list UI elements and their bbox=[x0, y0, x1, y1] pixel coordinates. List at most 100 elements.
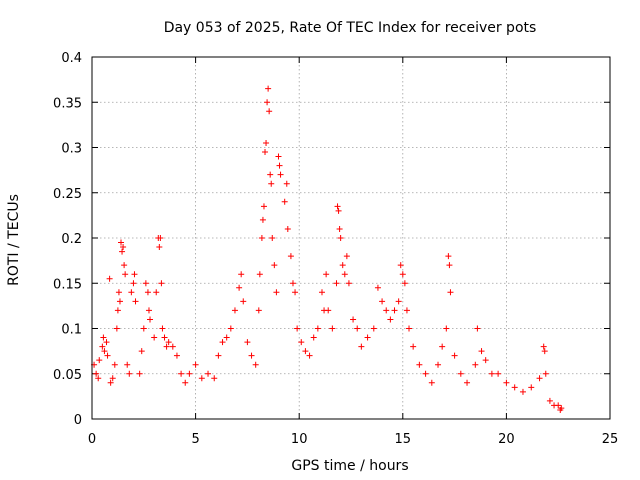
data-point bbox=[138, 348, 145, 355]
data-point bbox=[478, 348, 485, 355]
data-point bbox=[113, 325, 120, 332]
data-point bbox=[435, 361, 442, 368]
data-point bbox=[136, 370, 143, 377]
data-point bbox=[130, 280, 137, 287]
data-point bbox=[306, 352, 313, 359]
data-point bbox=[95, 375, 102, 382]
data-point bbox=[370, 325, 377, 332]
y-tick-label: 0.15 bbox=[53, 277, 82, 292]
data-point bbox=[255, 307, 262, 314]
data-point bbox=[145, 307, 152, 314]
data-point bbox=[403, 307, 410, 314]
data-point bbox=[374, 284, 381, 291]
data-point bbox=[457, 370, 464, 377]
data-point bbox=[379, 298, 386, 305]
data-point bbox=[219, 339, 226, 346]
data-point bbox=[263, 139, 270, 146]
data-point bbox=[161, 334, 168, 341]
data-point bbox=[540, 343, 547, 350]
data-point bbox=[284, 225, 291, 232]
data-point bbox=[107, 379, 114, 386]
data-point bbox=[474, 325, 481, 332]
data-point bbox=[118, 239, 125, 246]
data-point bbox=[546, 397, 553, 404]
data-point bbox=[103, 339, 110, 346]
x-tick-label: 10 bbox=[291, 432, 308, 447]
data-point bbox=[119, 248, 126, 255]
data-point bbox=[447, 289, 454, 296]
data-point bbox=[116, 298, 123, 305]
data-point bbox=[96, 357, 103, 364]
data-point bbox=[335, 207, 342, 214]
data-point bbox=[314, 325, 321, 332]
x-tick-label: 20 bbox=[498, 432, 515, 447]
data-point bbox=[345, 280, 352, 287]
data-point bbox=[422, 370, 429, 377]
data-point bbox=[236, 284, 243, 291]
data-point bbox=[276, 162, 283, 169]
data-point bbox=[109, 375, 116, 382]
data-point bbox=[558, 405, 565, 412]
y-tick-label: 0.35 bbox=[53, 96, 82, 111]
data-point bbox=[173, 352, 180, 359]
data-point bbox=[536, 375, 543, 382]
data-point bbox=[364, 334, 371, 341]
y-tick-label: 0.25 bbox=[53, 187, 82, 202]
data-point bbox=[445, 253, 452, 260]
y-tick-label: 0.1 bbox=[61, 323, 82, 338]
data-point bbox=[151, 334, 158, 341]
data-point bbox=[273, 289, 280, 296]
data-point bbox=[264, 99, 271, 106]
data-point bbox=[262, 149, 269, 156]
data-point bbox=[158, 280, 165, 287]
data-point bbox=[503, 379, 510, 386]
data-point bbox=[542, 370, 549, 377]
data-point bbox=[298, 339, 305, 346]
data-point bbox=[292, 289, 299, 296]
data-point bbox=[157, 235, 164, 241]
data-point bbox=[289, 280, 296, 287]
data-point bbox=[399, 271, 406, 278]
data-point bbox=[387, 316, 394, 323]
data-point bbox=[350, 316, 357, 323]
data-point bbox=[126, 370, 133, 377]
data-point bbox=[401, 280, 408, 287]
data-point bbox=[329, 325, 336, 332]
data-point bbox=[106, 275, 113, 282]
data-point bbox=[144, 289, 151, 296]
data-point bbox=[397, 262, 404, 269]
data-point bbox=[132, 298, 139, 305]
data-point bbox=[258, 235, 265, 241]
data-point bbox=[259, 216, 266, 223]
data-point bbox=[227, 325, 234, 332]
data-point bbox=[140, 325, 147, 332]
x-tick-label: 0 bbox=[88, 432, 96, 447]
data-point bbox=[541, 348, 548, 355]
data-point bbox=[339, 262, 346, 269]
data-point bbox=[341, 271, 348, 278]
data-point bbox=[165, 339, 172, 346]
data-point bbox=[275, 153, 282, 160]
data-point bbox=[178, 370, 185, 377]
y-tick-label: 0 bbox=[74, 413, 82, 428]
data-point bbox=[354, 325, 361, 332]
data-point bbox=[120, 244, 127, 251]
data-point bbox=[266, 108, 273, 115]
data-point bbox=[238, 271, 245, 278]
data-point bbox=[265, 85, 272, 92]
y-axis: 0 0.05 0.1 0.15 0.2 0.25 0.3 0.35 0.4 bbox=[53, 51, 610, 428]
data-point bbox=[153, 289, 160, 296]
data-point bbox=[163, 343, 170, 350]
y-tick-label: 0.2 bbox=[61, 232, 82, 247]
grid bbox=[92, 57, 610, 419]
x-axis-label: GPS time / hours bbox=[291, 458, 408, 474]
data-point bbox=[147, 316, 154, 323]
data-point bbox=[104, 352, 111, 359]
data-point bbox=[439, 343, 446, 350]
data-point bbox=[93, 370, 100, 377]
x-tick-label: 25 bbox=[602, 432, 619, 447]
data-point bbox=[336, 225, 343, 232]
data-point bbox=[159, 325, 166, 332]
data-point bbox=[511, 384, 518, 391]
